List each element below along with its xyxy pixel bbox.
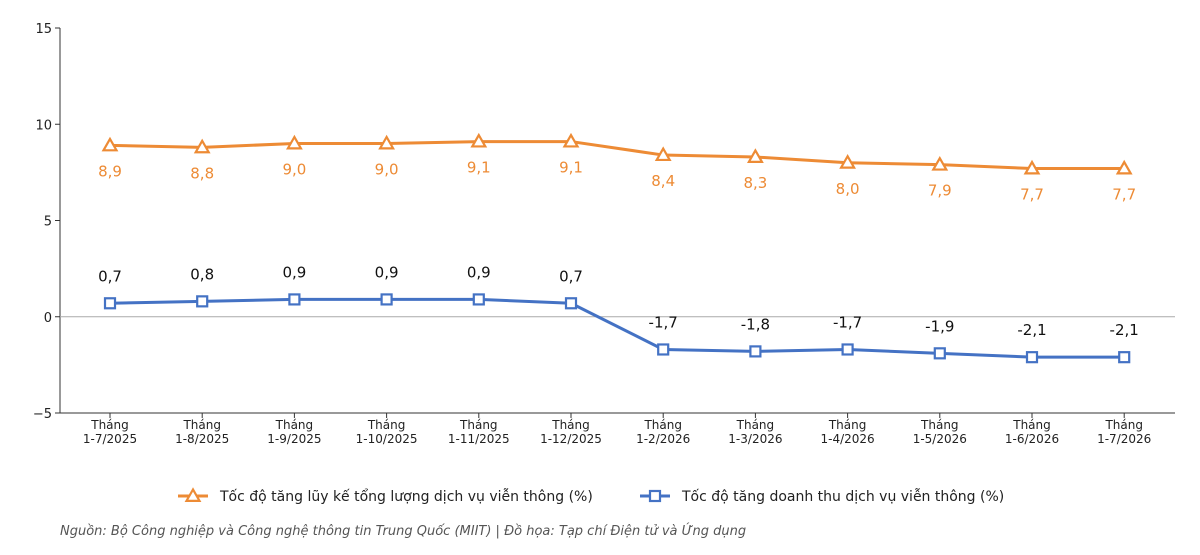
data-point [1023,159,1041,175]
axes: 15 10 5 0 −5 Tháng 1-7/2025 Tháng 1-8/2025 Tháng 1… [33,22,1175,446]
data-point [657,343,670,356]
data-point [839,154,856,169]
series-line-2 [109,297,1125,359]
legend-triangle-marker [184,487,202,502]
data-label: 8,8 [190,164,214,182]
data-label: 0,7 [98,267,122,285]
data-point [193,138,211,154]
data-point [931,155,949,171]
data-point [101,136,119,152]
data-label: 0,9 [375,263,399,281]
x-tick-label: Tháng 1-12/2025 [540,418,602,446]
x-tick-label: Tháng 1-11/2025 [448,418,510,446]
data-label: 9,0 [375,161,399,179]
data-point [196,295,209,308]
x-tick-label: Tháng 1-4/2026 [821,418,875,446]
data-label: 0,7 [559,267,583,285]
data-point [562,132,580,148]
data-label: -1,9 [925,317,954,335]
data-point [103,297,117,310]
data-label: 7,7 [1020,186,1044,204]
data-label: 8,4 [651,172,675,190]
data-label: 8,9 [98,162,122,180]
legend-square-marker [648,489,662,503]
series-lines [101,132,1133,364]
data-label: 8,3 [743,174,767,192]
data-label: -2,1 [1110,321,1139,339]
y-tick-label: 5 [44,215,52,230]
x-tick-label: Tháng 1-6/2026 [1005,418,1059,446]
data-point [288,293,301,306]
data-point [749,345,762,358]
x-tick-label: Tháng 1-10/2025 [356,418,418,446]
data-label: 7,7 [1112,186,1136,204]
data-labels: 8,9 8,8 9,0 9,0 9,1 9,1 8,4 8,3 8,0 7,9 7,7 7,7 0,7 0… [98,159,1139,340]
data-point [654,146,672,162]
x-tick-label: Tháng 1-5/2026 [913,418,967,446]
data-label: 9,0 [282,161,306,179]
data-label: -1,8 [741,315,770,333]
legend-label: Tốc độ tăng doanh thu dịch vụ viễn thông… [681,488,1004,505]
data-label: 0,9 [467,263,491,281]
x-tick-label: Tháng 1-9/2025 [267,418,321,446]
data-point [841,343,854,356]
x-tick-label: Tháng 1-3/2026 [728,418,782,446]
x-tick-label: Tháng 1-2/2026 [636,418,690,446]
data-label: 0,8 [190,265,214,283]
data-point [380,293,393,306]
series-line-1 [109,140,1125,171]
source-note: Nguồn: Bộ Công nghiệp và Công nghệ thông… [60,524,747,539]
y-tick-label: 0 [44,311,52,326]
data-label: -1,7 [833,313,862,331]
data-label: 8,0 [836,180,860,198]
data-label: 9,1 [559,159,583,177]
x-tick-label: Tháng 1-8/2025 [175,418,229,446]
x-tick-label: Tháng 1-7/2025 [83,418,137,446]
data-point [747,148,764,163]
data-point [564,297,578,310]
legend: Tốc độ tăng lũy kế tổng lượng dịch vụ vi… [178,487,1004,505]
legend-label: Tốc độ tăng lũy kế tổng lượng dịch vụ vi… [219,488,593,505]
legend-item-1: Tốc độ tăng lũy kế tổng lượng dịch vụ vi… [178,487,593,505]
data-point [1115,159,1133,175]
y-tick-label: 15 [35,22,52,37]
data-label: 7,9 [928,182,952,200]
data-point [472,293,485,306]
data-point [378,134,395,150]
y-tick-label: 10 [35,118,52,133]
data-label: -1,7 [649,313,678,331]
data-label: -2,1 [1017,321,1046,339]
data-point [286,134,303,150]
data-label: 9,1 [467,159,491,177]
data-point [933,347,946,360]
y-tick-label: −5 [33,407,52,422]
data-point [470,132,488,148]
data-point [1025,351,1039,364]
data-point [1118,351,1131,364]
data-label: 0,9 [282,263,306,281]
x-tick-label: Tháng 1-7/2026 [1097,418,1151,446]
legend-item-2: Tốc độ tăng doanh thu dịch vụ viễn thông… [640,488,1004,505]
